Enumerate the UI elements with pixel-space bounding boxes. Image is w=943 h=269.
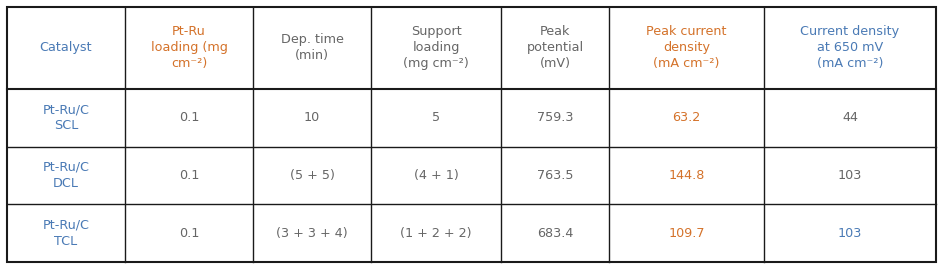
Text: Peak
potential
(mV): Peak potential (mV) — [526, 25, 584, 70]
Text: 10: 10 — [304, 111, 320, 124]
Text: Peak current
density
(mA cm⁻²): Peak current density (mA cm⁻²) — [646, 25, 727, 70]
Text: 683.4: 683.4 — [537, 226, 573, 240]
Text: 0.1: 0.1 — [179, 169, 199, 182]
Text: Pt-Ru/C
DCL: Pt-Ru/C DCL — [42, 161, 90, 190]
Text: 763.5: 763.5 — [537, 169, 573, 182]
Text: 63.2: 63.2 — [672, 111, 701, 124]
Text: 103: 103 — [837, 226, 862, 240]
Text: 0.1: 0.1 — [179, 111, 199, 124]
Text: Pt-Ru/C
TCL: Pt-Ru/C TCL — [42, 219, 90, 248]
Text: Pt-Ru/C
SCL: Pt-Ru/C SCL — [42, 103, 90, 132]
Text: 103: 103 — [837, 169, 862, 182]
Text: Pt-Ru
loading (mg
cm⁻²): Pt-Ru loading (mg cm⁻²) — [151, 25, 227, 70]
Text: Dep. time
(min): Dep. time (min) — [281, 33, 343, 62]
Text: 44: 44 — [842, 111, 858, 124]
Text: 144.8: 144.8 — [669, 169, 704, 182]
Text: 0.1: 0.1 — [179, 226, 199, 240]
Text: (3 + 3 + 4): (3 + 3 + 4) — [276, 226, 348, 240]
Text: 109.7: 109.7 — [669, 226, 704, 240]
Text: (5 + 5): (5 + 5) — [290, 169, 335, 182]
Text: Catalyst: Catalyst — [40, 41, 92, 54]
Text: 759.3: 759.3 — [537, 111, 573, 124]
Text: (4 + 1): (4 + 1) — [414, 169, 458, 182]
Text: Support
loading
(mg cm⁻²): Support loading (mg cm⁻²) — [403, 25, 469, 70]
Text: (1 + 2 + 2): (1 + 2 + 2) — [400, 226, 472, 240]
Text: 5: 5 — [432, 111, 440, 124]
Text: Current density
at 650 mV
(mA cm⁻²): Current density at 650 mV (mA cm⁻²) — [801, 25, 900, 70]
